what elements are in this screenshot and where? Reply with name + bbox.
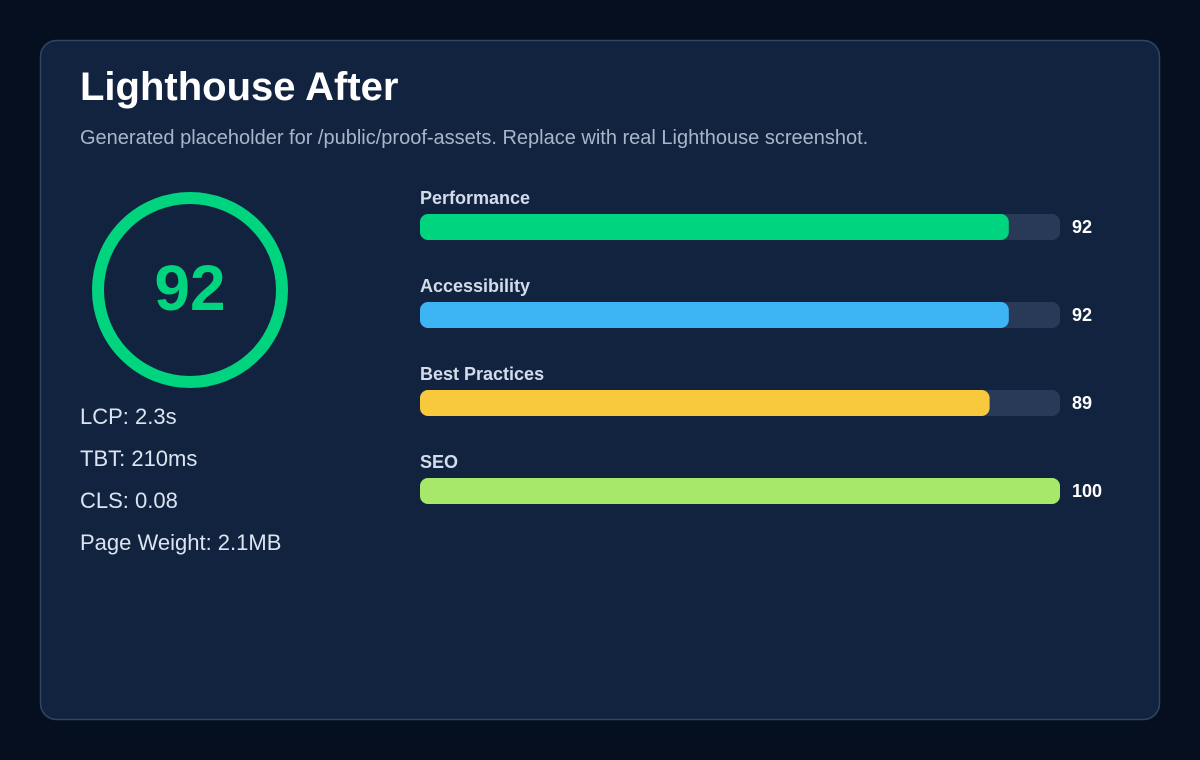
- bar-label: Best Practices: [420, 364, 544, 384]
- subtitle: Generated placeholder for /public/proof-…: [80, 127, 868, 149]
- score-bars: Performance 92 Accessibility 92 Best Practic…: [420, 188, 1102, 504]
- metric: CLS: 0.08: [80, 488, 178, 513]
- bar: [420, 214, 1009, 240]
- metric: TBT: 210ms: [80, 446, 197, 471]
- bar-value: 89: [1072, 393, 1092, 413]
- score-ring: [92, 192, 288, 388]
- metrics: LCP: 2.3s TBT: 210ms CLS: 0.08 Page Weight:…: [80, 404, 281, 555]
- title: Lighthouse After: [80, 65, 399, 109]
- bar-value: 92: [1072, 217, 1092, 237]
- bar-value: 92: [1072, 305, 1092, 325]
- metric: LCP: 2.3s: [80, 404, 177, 429]
- bar-label: Accessibility: [420, 276, 530, 296]
- bar-value: 100: [1072, 481, 1102, 501]
- card: [39, 39, 1161, 721]
- score-value: 92: [154, 252, 225, 324]
- bar-label: Performance: [420, 188, 530, 208]
- metric: Page Weight: 2.1MB: [80, 530, 281, 555]
- bar: [420, 390, 990, 416]
- bar: [420, 302, 1009, 328]
- bar-label: SEO: [420, 452, 458, 472]
- bar: [420, 478, 1060, 504]
